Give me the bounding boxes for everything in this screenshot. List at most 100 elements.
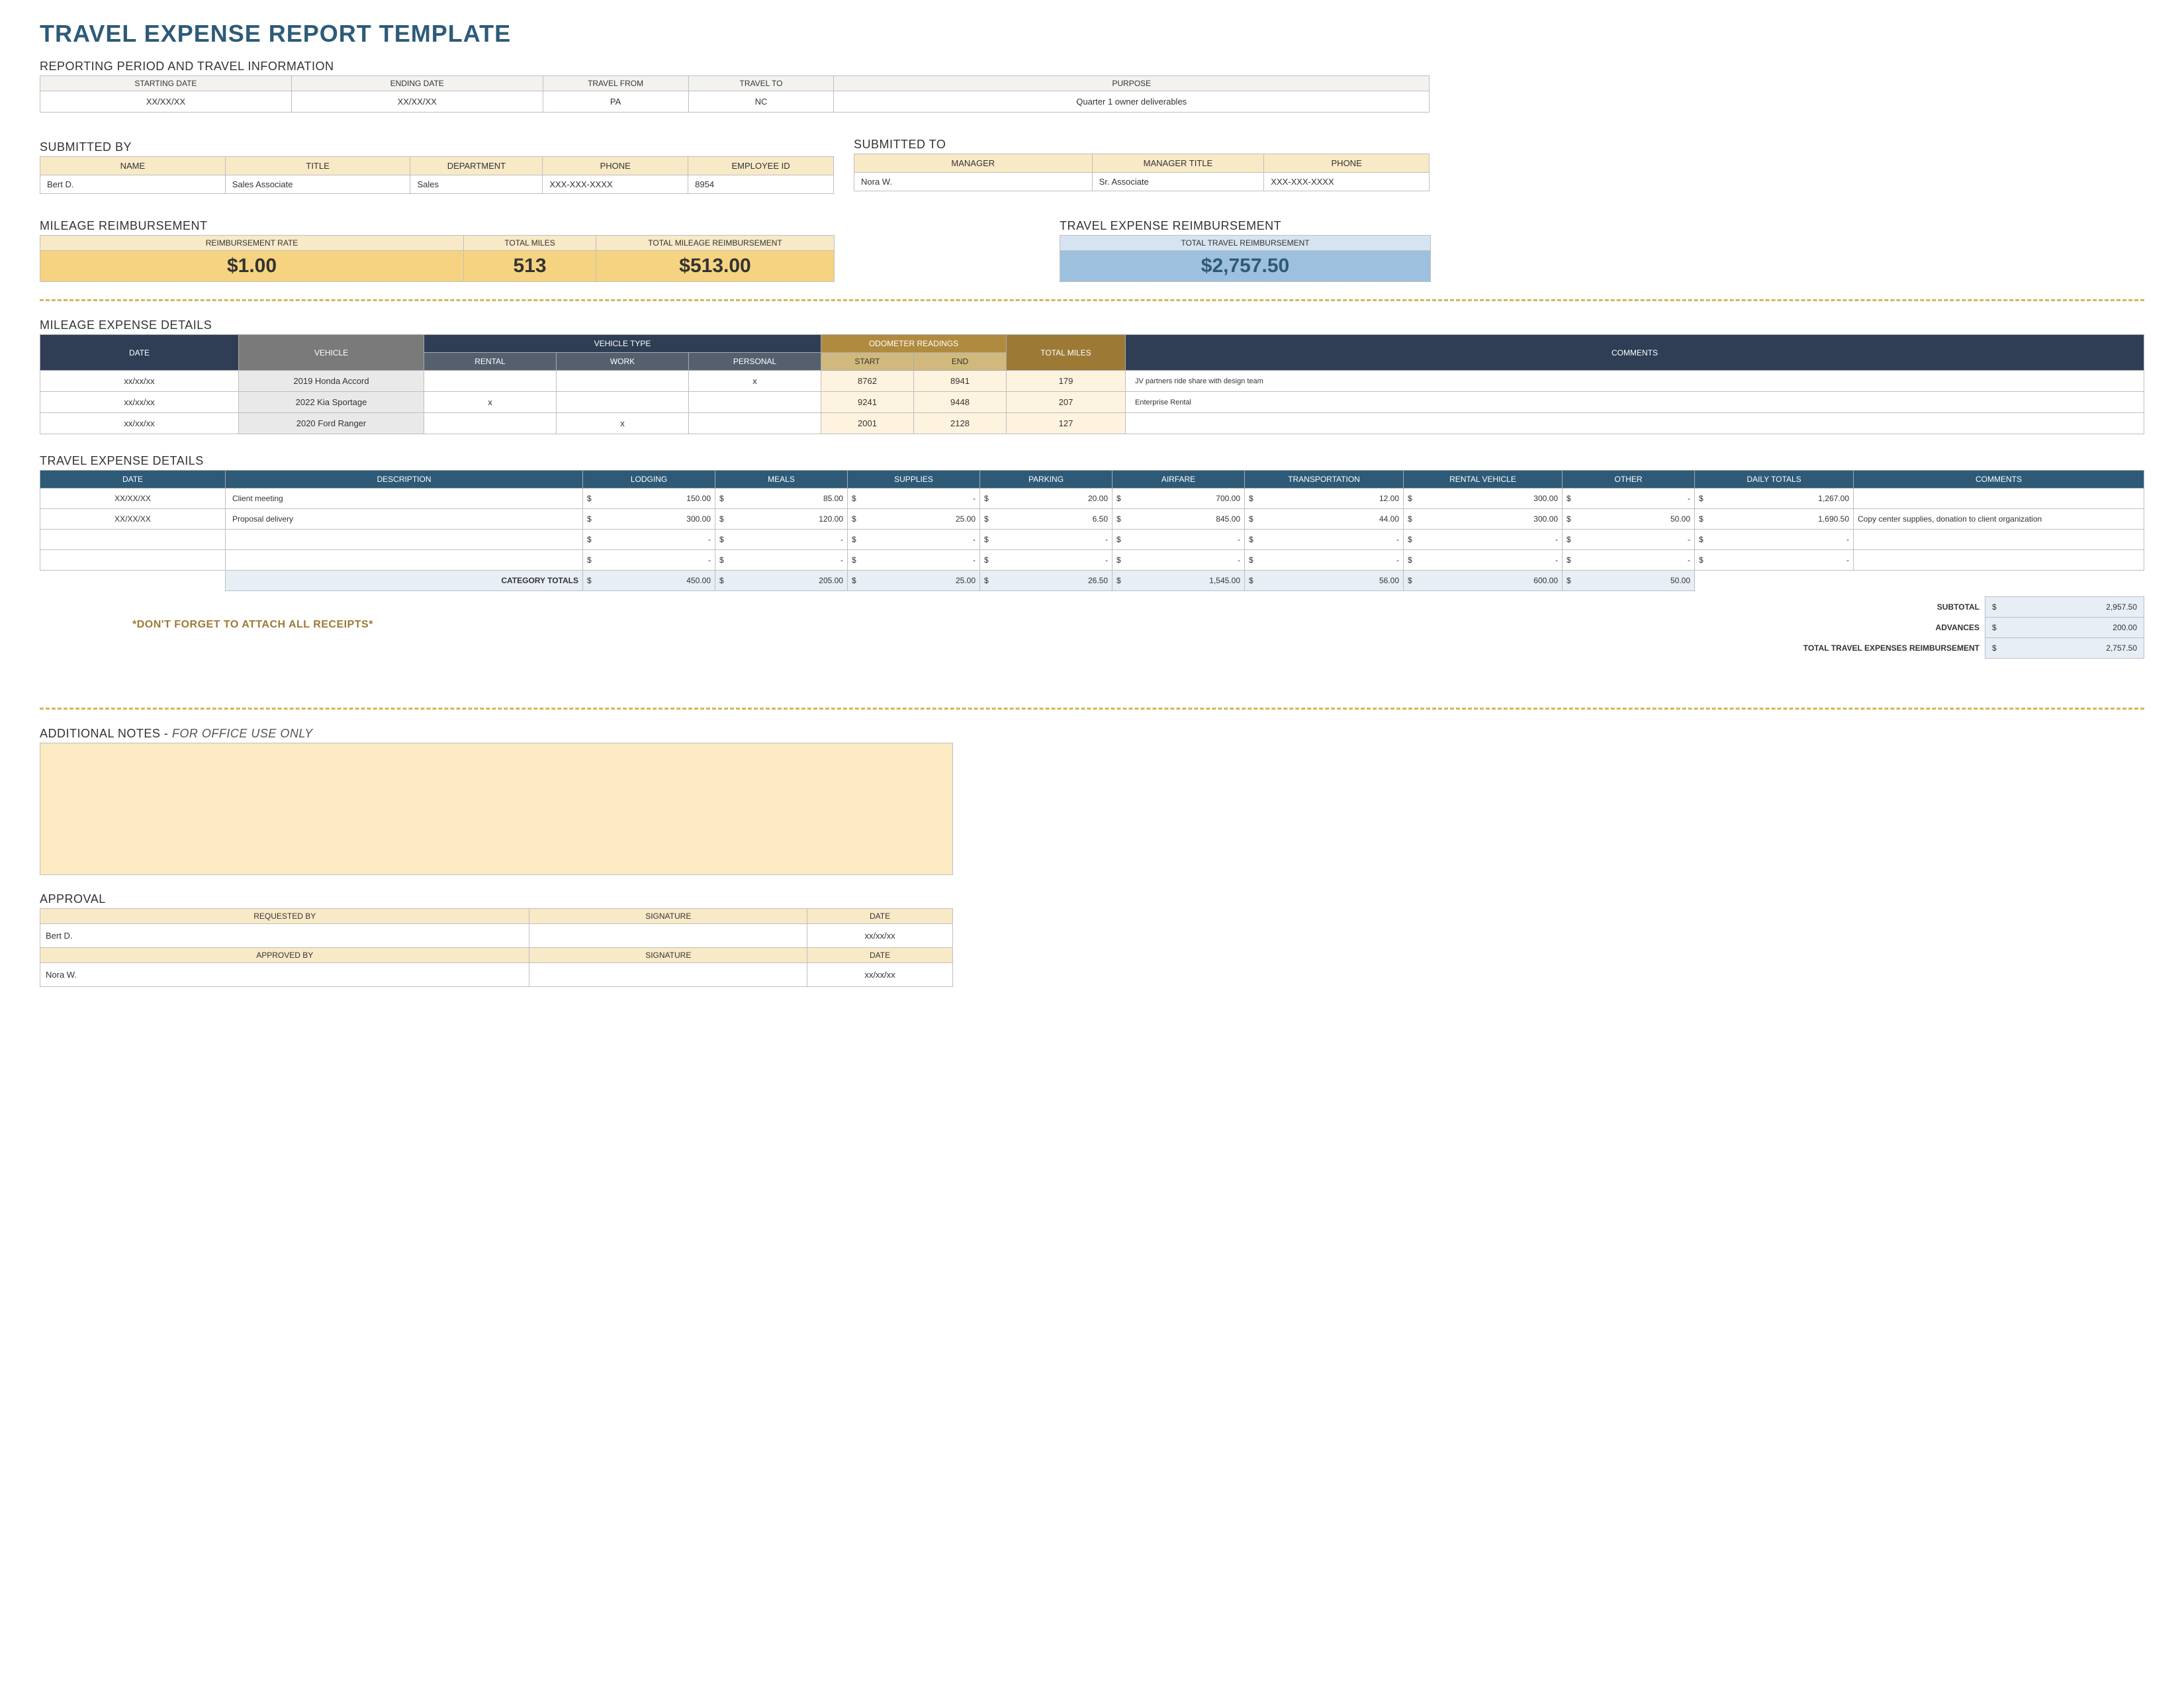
st-phone[interactable]: XXX-XXX-XXXX (1264, 173, 1430, 191)
td-transport[interactable]: $- (1245, 550, 1404, 571)
md-vehicle[interactable]: 2019 Honda Accord (239, 371, 424, 392)
td-parking[interactable]: $- (980, 530, 1113, 550)
md-rental[interactable] (424, 413, 557, 434)
td-desc[interactable]: Proposal delivery (226, 509, 583, 530)
td-meals[interactable]: $- (715, 550, 848, 571)
td-comment[interactable] (1854, 489, 2144, 509)
ap-req-name[interactable]: Bert D. (40, 924, 529, 948)
td-hdr: DAILY TOTALS (1695, 471, 1854, 489)
td-transport[interactable]: $12.00 (1245, 489, 1404, 509)
mileage-details-label: MILEAGE EXPENSE DETAILS (40, 318, 2144, 332)
sb-title[interactable]: Sales Associate (225, 175, 410, 194)
td-supplies[interactable]: $- (848, 530, 980, 550)
md-date[interactable]: xx/xx/xx (40, 392, 239, 413)
td-lodging[interactable]: $- (583, 530, 715, 550)
ap-appr-sig[interactable] (529, 963, 807, 987)
reporting-start[interactable]: XX/XX/XX (40, 91, 292, 113)
td-supplies[interactable]: $- (848, 489, 980, 509)
td-parking[interactable]: $6.50 (980, 509, 1113, 530)
td-comment[interactable] (1854, 550, 2144, 571)
td-comment[interactable]: Copy center supplies, donation to client… (1854, 509, 2144, 530)
td-other[interactable]: $- (1563, 530, 1695, 550)
td-other[interactable]: $50.00 (1563, 509, 1695, 530)
sb-empid[interactable]: 8954 (688, 175, 834, 194)
td-hdr: AIRFARE (1113, 471, 1245, 489)
td-rental[interactable]: $300.00 (1404, 489, 1563, 509)
td-lodging[interactable]: $300.00 (583, 509, 715, 530)
td-lodging[interactable]: $150.00 (583, 489, 715, 509)
td-lodging[interactable]: $- (583, 550, 715, 571)
td-date[interactable] (40, 530, 226, 550)
td-desc[interactable] (226, 530, 583, 550)
mileage-row: xx/xx/xx2020 Ford Rangerx20012128127 (40, 413, 2144, 434)
md-comment[interactable]: JV partners ride share with design team (1126, 371, 2144, 392)
ap-req-sig[interactable] (529, 924, 807, 948)
td-meals[interactable]: $120.00 (715, 509, 848, 530)
st-mgr[interactable]: Nora W. (854, 173, 1093, 191)
td-airfare[interactable]: $- (1113, 550, 1245, 571)
td-other[interactable]: $- (1563, 550, 1695, 571)
md-end[interactable]: 8941 (914, 371, 1007, 392)
grand-val: 2,757.50 (2106, 643, 2137, 653)
td-hdr: LODGING (583, 471, 715, 489)
md-date[interactable]: xx/xx/xx (40, 413, 239, 434)
td-supplies[interactable]: $- (848, 550, 980, 571)
sb-dept[interactable]: Sales (410, 175, 543, 194)
td-supplies[interactable]: $25.00 (848, 509, 980, 530)
md-vehicle[interactable]: 2020 Ford Ranger (239, 413, 424, 434)
notes-box[interactable] (40, 743, 953, 875)
sb-hdr-title: TITLE (225, 157, 410, 175)
td-meals[interactable]: $- (715, 530, 848, 550)
ap-appr-date[interactable]: xx/xx/xx (807, 963, 953, 987)
td-meals[interactable]: $85.00 (715, 489, 848, 509)
td-airfare[interactable]: $- (1113, 530, 1245, 550)
td-desc[interactable]: Client meeting (226, 489, 583, 509)
md-end[interactable]: 2128 (914, 413, 1007, 434)
md-vehicle[interactable]: 2022 Kia Sportage (239, 392, 424, 413)
td-comment[interactable] (1854, 530, 2144, 550)
td-other[interactable]: $- (1563, 489, 1695, 509)
md-start[interactable]: 8762 (821, 371, 914, 392)
td-transport[interactable]: $- (1245, 530, 1404, 550)
td-date[interactable]: XX/XX/XX (40, 489, 226, 509)
mileage-reimb-table: REIMBURSEMENT RATE TOTAL MILES TOTAL MIL… (40, 235, 835, 282)
td-date[interactable]: XX/XX/XX (40, 509, 226, 530)
ap-appr-name[interactable]: Nora W. (40, 963, 529, 987)
ap-hdr-appr: APPROVED BY (40, 948, 529, 963)
md-personal[interactable] (689, 392, 821, 413)
reporting-purpose[interactable]: Quarter 1 owner deliverables (834, 91, 1430, 113)
md-comment[interactable]: Enterprise Rental (1126, 392, 2144, 413)
reporting-from[interactable]: PA (543, 91, 688, 113)
td-date[interactable] (40, 550, 226, 571)
md-work[interactable] (557, 392, 689, 413)
td-airfare[interactable]: $700.00 (1113, 489, 1245, 509)
td-airfare[interactable]: $845.00 (1113, 509, 1245, 530)
sb-phone[interactable]: XXX-XXX-XXXX (543, 175, 688, 194)
td-rental[interactable]: $300.00 (1404, 509, 1563, 530)
td-parking[interactable]: $20.00 (980, 489, 1113, 509)
ap-hdr-date2: DATE (807, 948, 953, 963)
md-date[interactable]: xx/xx/xx (40, 371, 239, 392)
td-rental[interactable]: $- (1404, 530, 1563, 550)
td-parking[interactable]: $- (980, 550, 1113, 571)
reporting-to[interactable]: NC (688, 91, 834, 113)
reporting-end[interactable]: XX/XX/XX (291, 91, 543, 113)
md-personal[interactable]: x (689, 371, 821, 392)
md-start[interactable]: 9241 (821, 392, 914, 413)
md-comment[interactable] (1126, 413, 2144, 434)
td-transport[interactable]: $44.00 (1245, 509, 1404, 530)
st-mgrtitle[interactable]: Sr. Associate (1092, 173, 1264, 191)
ap-req-date[interactable]: xx/xx/xx (807, 924, 953, 948)
md-rental[interactable] (424, 371, 557, 392)
md-work[interactable] (557, 371, 689, 392)
td-desc[interactable] (226, 550, 583, 571)
md-end[interactable]: 9448 (914, 392, 1007, 413)
md-rental[interactable]: x (424, 392, 557, 413)
md-start[interactable]: 2001 (821, 413, 914, 434)
md-personal[interactable] (689, 413, 821, 434)
sb-name[interactable]: Bert D. (40, 175, 226, 194)
cat-total-cell: $1,545.00 (1113, 571, 1245, 591)
td-rental[interactable]: $- (1404, 550, 1563, 571)
md-work[interactable]: x (557, 413, 689, 434)
md-hdr-miles: TOTAL MILES (1007, 335, 1126, 371)
